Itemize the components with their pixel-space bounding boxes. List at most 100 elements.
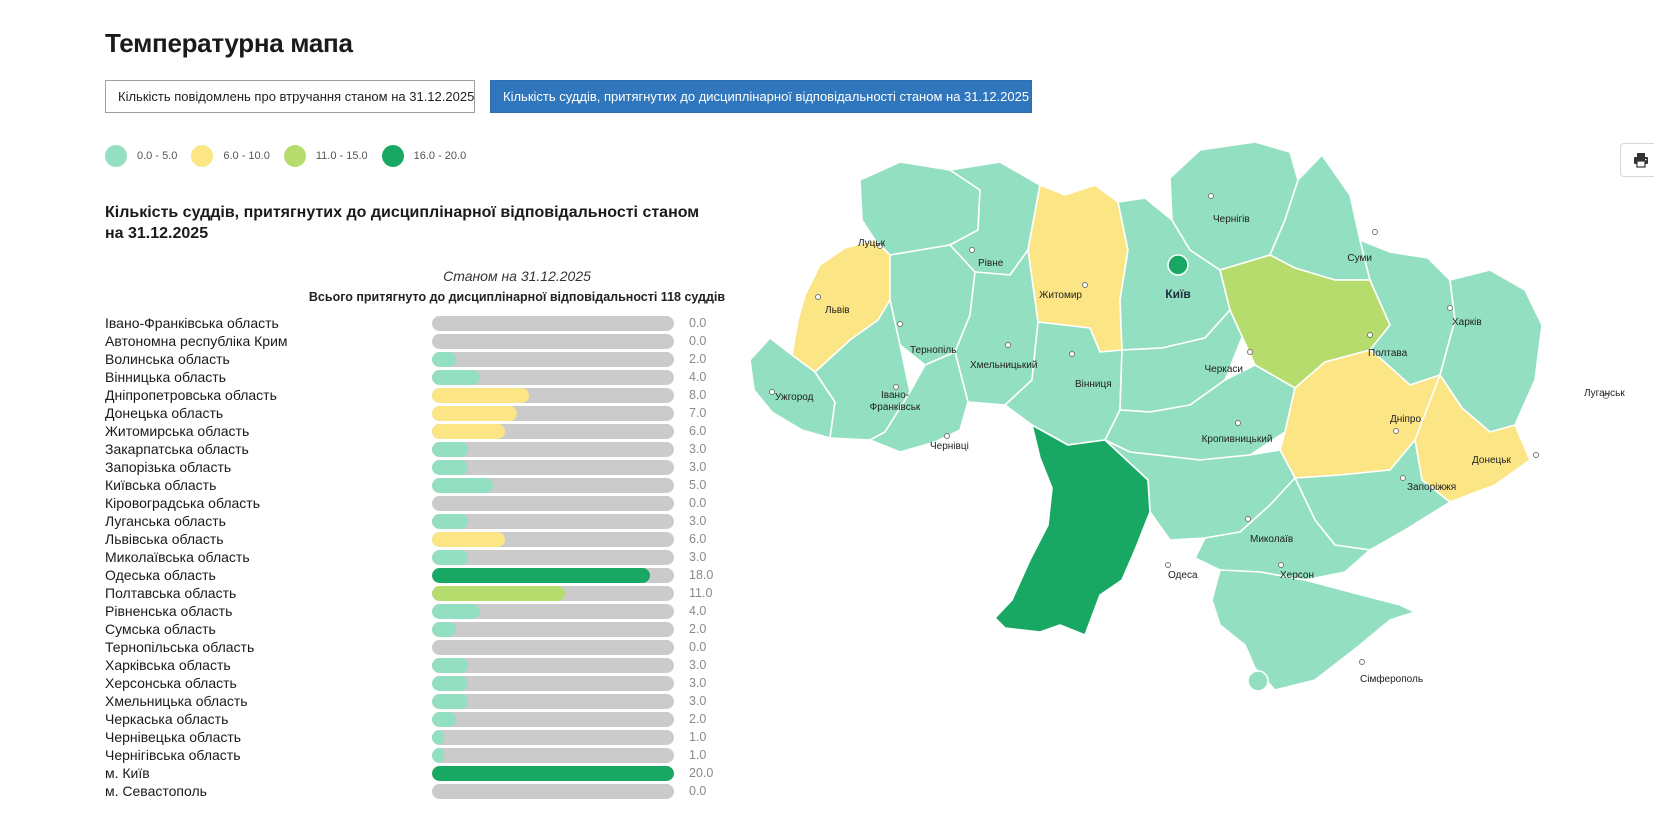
printer-icon [1634,153,1648,168]
region-name: Полтавська область [105,585,237,601]
city-label-ivano-frankivsk: Франківськ [870,402,921,413]
bar-track [432,748,674,763]
bar-value: 0.0 [689,784,707,798]
bar-track [432,694,674,709]
bar-value: 18.0 [689,568,714,582]
bar-value: 5.0 [689,478,707,492]
legend-item: 0.0 - 5.0 [105,145,177,167]
city-marker [893,384,899,390]
bar-value: 8.0 [689,388,707,402]
bar-track [432,406,674,421]
region-name: Львівська область [105,531,224,547]
city-label-luhansk: Луганськ [1584,388,1625,399]
bar-fill [432,658,469,673]
city-label-odesa: Одеса [1168,570,1198,581]
bar-fill [432,388,529,403]
bar-track [432,730,674,745]
bar-track [432,424,674,439]
city-marker [1245,516,1251,522]
city-label-kherson: Херсон [1280,570,1314,581]
bar-value: 3.0 [689,442,707,456]
print-button[interactable] [1620,143,1654,177]
city-label-ivano-frankivsk: Івано- [881,390,909,401]
table-row: Рівненська область 4.0 [105,602,745,620]
region-name: Запорізька область [105,459,232,475]
region-bar-list: Івано-Франківська область 0.0 Автономна ре… [105,314,745,800]
city-marker [1367,332,1373,338]
table-row: Волинська область 2.0 [105,350,745,368]
bar-track [432,568,674,583]
city-marker [815,294,821,300]
region-sevastopol[interactable] [1247,670,1269,692]
bar-value: 1.0 [689,748,707,762]
region-name: Луганська область [105,513,226,529]
region-name: Тернопільська область [105,639,255,655]
table-row: Херсонська область 3.0 [105,674,745,692]
region-name: м. Севастополь [105,783,207,799]
table-row: Миколаївська область 3.0 [105,548,745,566]
region-kherson[interactable] [1194,477,1371,581]
table-row: Львівська область 6.0 [105,530,745,548]
city-marker [1069,351,1075,357]
bar-fill [432,406,517,421]
bar-value: 4.0 [689,604,707,618]
city-label-donetsk: Донецьк [1472,455,1511,466]
city-label-mykolaiv: Миколаїв [1250,534,1293,545]
city-label-chernivtsi: Чернівці [930,441,969,452]
region-chernivtsi[interactable] [869,351,969,453]
table-row: Тернопільська область 0.0 [105,638,745,656]
region-name: Миколаївська область [105,549,250,565]
page-title: Температурна мапа [105,28,353,58]
city-marker [1359,659,1365,665]
region-odesa[interactable] [994,424,1151,636]
city-marker [1533,452,1539,458]
legend-label: 0.0 - 5.0 [137,150,178,162]
bar-track [432,478,674,493]
bar-value: 3.0 [689,460,707,474]
bar-track [432,514,674,529]
city-label-sumy: Суми [1347,253,1372,264]
region-kyiv-city[interactable] [1167,254,1189,276]
city-marker [944,433,950,439]
bar-value: 3.0 [689,550,707,564]
table-row: Чернігівська область 1.0 [105,746,745,764]
region-crimea[interactable] [1211,569,1416,691]
map-legend: 0.0 - 5.0 6.0 - 10.0 11.0 - 15.0 16.0 - … [105,145,480,167]
bar-fill [432,766,674,781]
region-name: Чернівецька область [105,729,242,745]
region-name: Івано-Франківська область [105,315,279,331]
legend-label: 16.0 - 20.0 [413,150,467,162]
bar-fill [432,730,445,745]
bar-track [432,604,674,619]
legend-swatch [283,145,306,167]
bar-fill [432,622,457,637]
legend-swatch [191,145,214,167]
bar-track [432,658,674,673]
bar-track [432,784,674,799]
bar-fill [432,478,493,493]
bar-fill [432,748,445,763]
table-row: Донецька область 7.0 [105,404,745,422]
table-row: Одеська область 18.0 [105,566,745,584]
legend-item: 6.0 - 10.0 [191,145,270,167]
bar-track [432,334,674,349]
bar-value: 20.0 [689,766,714,780]
region-name: Київська область [105,477,217,493]
region-name: Закарпатська область [105,441,249,457]
table-row: м. Севастополь 0.0 [105,782,745,800]
city-label-zaporizhzhia: Запоріжжя [1407,482,1456,493]
bar-fill [432,370,481,385]
table-row: Кіровоградська область 0.0 [105,494,745,512]
bar-track [432,712,674,727]
region-name: Одеська область [105,567,216,583]
as-of-date: Станом на 31.12.2025 [443,268,591,284]
bar-value: 7.0 [689,406,707,420]
bar-fill [432,712,457,727]
tab-disciplined-judges[interactable]: Кількість суддів, притягнутих до дисципл… [490,80,1032,113]
table-row: Полтавська область 11.0 [105,584,745,602]
city-marker [1208,193,1214,199]
region-name: Автономна республіка Крим [105,333,288,349]
city-label-poltava: Полтава [1368,348,1408,359]
tab-interference-reports[interactable]: Кількість повідомлень про втручання стан… [105,80,475,113]
bar-fill [432,424,505,439]
